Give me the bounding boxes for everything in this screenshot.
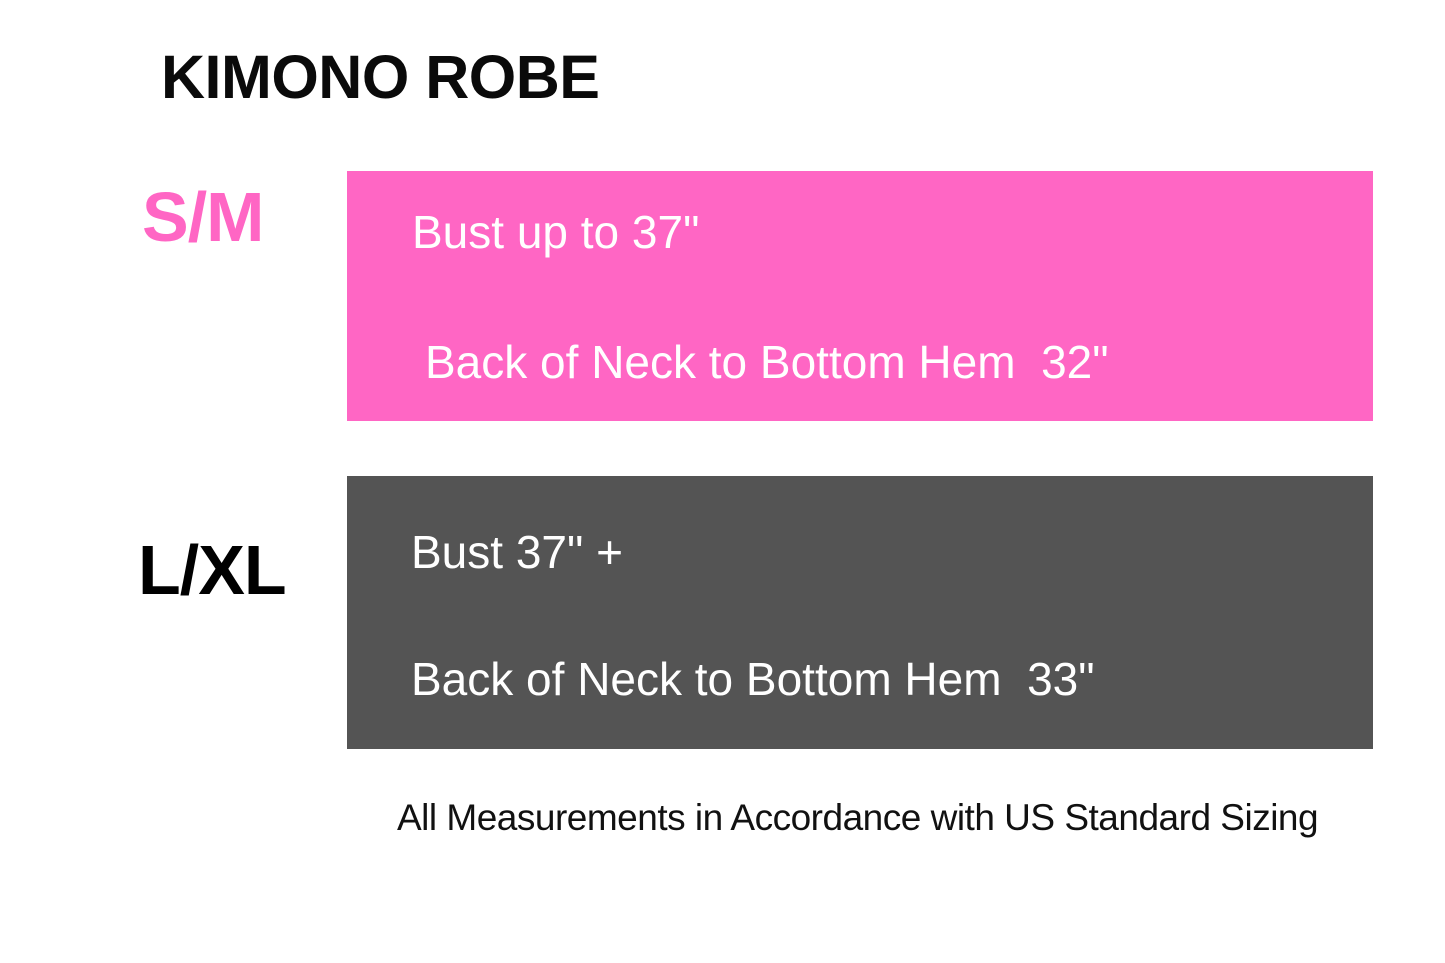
page-title: KIMONO ROBE: [161, 43, 600, 111]
lxl-length-measurement: Back of Neck to Bottom Hem 33": [411, 653, 1095, 705]
size-label-sm: S/M: [142, 178, 264, 256]
sm-measurements-box: Bust up to 37" Back of Neck to Bottom He…: [347, 171, 1373, 421]
lxl-measurements-box: Bust 37" + Back of Neck to Bottom Hem 33…: [347, 476, 1373, 749]
sm-length-measurement: Back of Neck to Bottom Hem 32": [425, 336, 1109, 388]
lxl-bust-measurement: Bust 37" +: [411, 526, 623, 578]
sizing-footnote: All Measurements in Accordance with US S…: [397, 797, 1319, 838]
sm-bust-measurement: Bust up to 37": [412, 206, 700, 258]
size-label-lxl: L/XL: [138, 531, 287, 609]
